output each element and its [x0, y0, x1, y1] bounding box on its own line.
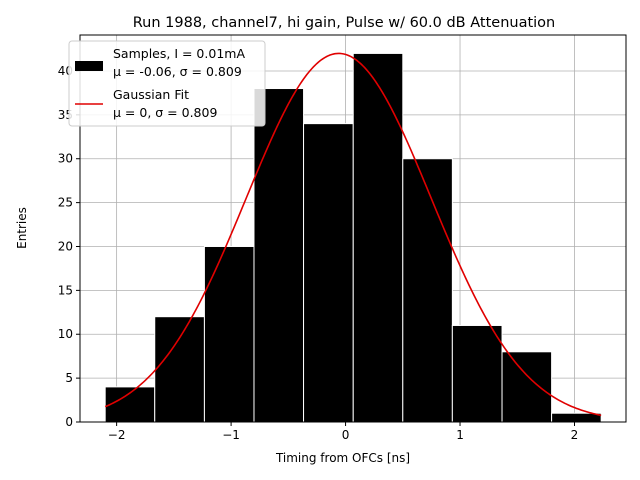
legend-fit-label: Gaussian Fit: [113, 87, 189, 102]
x-axis-label: Timing from OFCs [ns]: [275, 451, 410, 465]
chart-title: Run 1988, channel7, hi gain, Pulse w/ 60…: [133, 15, 556, 31]
histogram-bar: [154, 316, 205, 423]
y-tick-label: 25: [58, 196, 73, 210]
x-axis-ticks: −2 −1 0 1 2: [108, 422, 579, 442]
histogram-bar: [402, 158, 453, 423]
histogram-bar: [203, 245, 255, 423]
x-tick-label: 0: [342, 428, 350, 442]
x-tick-label: −2: [108, 428, 126, 442]
x-tick-label: −1: [222, 428, 240, 442]
histogram-bar: [551, 412, 602, 423]
gaussian-fit-curve: [104, 52, 602, 417]
legend-frame: [68, 40, 266, 127]
y-tick-label: 10: [58, 327, 73, 341]
y-tick-label: 15: [58, 283, 73, 297]
x-tick-label: 1: [456, 428, 464, 442]
y-axis-label: Entries: [15, 207, 29, 249]
histogram-bar: [352, 52, 404, 423]
y-tick-label: 20: [58, 239, 73, 253]
legend-samples-swatch: [75, 61, 103, 71]
legend-fit-stats: μ = 0, σ = 0.809: [113, 105, 217, 120]
histogram-bar: [253, 88, 305, 423]
histogram-bar: [501, 351, 553, 423]
histogram-bar: [303, 123, 354, 423]
histogram-bar: [451, 324, 503, 423]
legend-samples-label: Samples, I = 0.01mA: [113, 46, 245, 61]
x-tick-label: 2: [571, 428, 579, 442]
plot-frame: [79, 34, 627, 423]
gaussian-fit-layer: [104, 52, 602, 417]
y-tick-label: 0: [65, 415, 73, 429]
y-tick-label: 5: [65, 371, 73, 385]
y-tick-label: 30: [58, 152, 73, 166]
legend-samples-stats: μ = -0.06, σ = 0.809: [113, 64, 242, 79]
legend: Samples, I = 0.01mA μ = -0.06, σ = 0.809…: [68, 40, 266, 127]
